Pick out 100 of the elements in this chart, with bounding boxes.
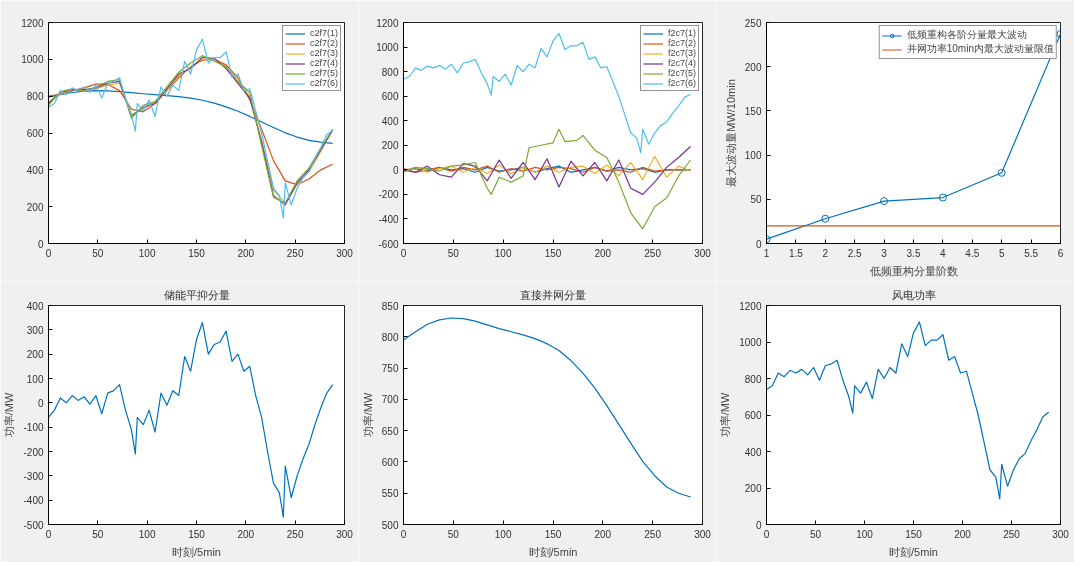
x-tick-label: 300 <box>694 528 712 540</box>
y-tick-label: 300 <box>26 324 44 336</box>
y-axis-title: 功率/MW <box>361 392 374 438</box>
y-tick-label: 600 <box>744 410 762 421</box>
y-tick-label: 600 <box>381 456 399 468</box>
x-tick-label: 100 <box>138 528 156 540</box>
x-tick-label: 250 <box>286 247 304 259</box>
x-tick-label: 200 <box>237 528 255 540</box>
x-tick-label: 300 <box>336 247 354 259</box>
legend-label: c2f7(6) <box>309 78 338 88</box>
x-tick-label: 100 <box>138 247 156 259</box>
x-tick-label: 100 <box>856 528 874 540</box>
y-tick-label: 150 <box>744 105 762 117</box>
y-tick-label: 400 <box>744 446 762 458</box>
x-tick-label: 300 <box>694 247 712 259</box>
legend-label: f2c7(5) <box>667 68 696 78</box>
x-axis-title: 时刻/5min <box>528 545 578 558</box>
x-tick-label: 50 <box>447 247 460 259</box>
y-tick-label: 1200 <box>739 300 762 312</box>
x-tick-label: 250 <box>1003 528 1021 540</box>
y-tick-label: 1000 <box>739 337 762 348</box>
y-tick-label: -300 <box>23 470 44 482</box>
y-tick-label: 100 <box>744 150 762 162</box>
chart-title: 储能平抑分量 <box>163 288 230 301</box>
legend-label: f2c7(3) <box>667 48 696 58</box>
y-tick-label: 0 <box>755 519 762 531</box>
y-tick-label: 1200 <box>376 17 399 29</box>
legend-label: c2f7(4) <box>309 58 338 68</box>
x-tick-label: 4.5 <box>965 247 980 259</box>
y-tick-label: 200 <box>26 201 44 213</box>
y-tick-label: -500 <box>23 519 44 531</box>
chart-title: 风电功率 <box>891 288 936 301</box>
x-tick-label: 2.5 <box>847 247 863 259</box>
x-tick-label: 200 <box>954 528 972 540</box>
x-tick-label: 5 <box>998 247 1005 259</box>
legend-label: f2c7(2) <box>667 38 696 48</box>
y-tick-label: 850 <box>381 300 399 312</box>
y-tick-label: -400 <box>378 213 399 225</box>
x-tick-label: 6 <box>1057 247 1064 259</box>
y-tick-label: 200 <box>744 483 762 494</box>
legend-label: f2c7(1) <box>667 28 696 38</box>
x-tick-label: 3.5 <box>906 247 921 259</box>
x-tick-label: 250 <box>286 528 304 540</box>
x-axis-title: 低频重构分量阶数 <box>869 264 958 277</box>
x-tick-label: 150 <box>188 247 206 259</box>
x-tick-label: 0 <box>45 247 52 259</box>
y-tick-label: 0 <box>37 397 44 409</box>
x-tick-label: 0 <box>763 528 770 540</box>
y-tick-label: 0 <box>392 164 399 176</box>
x-tick-label: 50 <box>92 247 104 259</box>
x-tick-label: 50 <box>92 528 104 540</box>
x-axis-title: 时刻/5min <box>172 545 221 558</box>
y-tick-label: 400 <box>26 300 44 312</box>
x-tick-label: 100 <box>494 528 512 540</box>
x-tick-label: 150 <box>905 528 923 540</box>
y-tick-label: 800 <box>744 373 762 385</box>
legend-label: 并网功率10min内最大波动量限值 <box>906 42 1054 56</box>
y-tick-label: 750 <box>381 363 399 375</box>
legend-label: c2f7(1) <box>309 28 338 38</box>
y-tick-label: 400 <box>26 164 44 176</box>
x-tick-label: 1 <box>763 247 770 259</box>
y-tick-label: 1000 <box>376 42 399 54</box>
y-tick-label: -400 <box>23 495 44 507</box>
y-tick-label: 800 <box>381 66 399 78</box>
x-tick-label: 0 <box>400 247 407 259</box>
y-tick-label: -600 <box>378 238 399 250</box>
x-tick-label: 0 <box>400 528 407 540</box>
y-axis-title: 功率/MW <box>3 392 16 438</box>
x-axis-title: 时刻/5min <box>889 545 938 558</box>
x-tick-label: 50 <box>809 528 822 540</box>
x-tick-label: 200 <box>237 247 255 259</box>
legend-label: f2c7(6) <box>667 78 696 88</box>
y-tick-label: 250 <box>744 17 762 29</box>
y-tick-label: 1200 <box>21 17 44 29</box>
y-tick-label: 800 <box>26 91 44 103</box>
x-tick-label: 2 <box>822 247 829 259</box>
y-tick-label: 200 <box>744 61 762 73</box>
y-tick-label: 100 <box>26 373 44 385</box>
x-tick-label: 250 <box>644 247 662 259</box>
y-tick-label: 200 <box>381 140 399 152</box>
chart-title: 直接并网分量 <box>520 288 586 301</box>
x-tick-label: 200 <box>594 528 612 540</box>
y-axis-title: 最大波动量MW/10min <box>724 79 737 187</box>
y-tick-label: 200 <box>26 349 44 361</box>
x-tick-label: 200 <box>594 247 612 259</box>
y-tick-label: 500 <box>381 519 399 531</box>
y-tick-label: 600 <box>26 128 44 139</box>
y-tick-label: 550 <box>381 488 399 500</box>
legend-label: c2f7(5) <box>309 68 338 78</box>
legend-label: 低频重构各阶分量最大波动 <box>906 28 1027 42</box>
y-tick-label: 0 <box>755 238 762 250</box>
legend-label: c2f7(3) <box>309 48 338 58</box>
x-tick-label: 1.5 <box>788 247 804 259</box>
x-tick-label: 150 <box>188 528 206 540</box>
x-tick-label: 300 <box>1052 528 1070 540</box>
x-tick-label: 50 <box>447 528 460 540</box>
y-tick-label: -100 <box>23 422 44 434</box>
y-axis-title: 功率/MW <box>719 392 732 438</box>
x-tick-label: 5.5 <box>1024 247 1039 259</box>
x-tick-label: 4 <box>940 247 947 259</box>
